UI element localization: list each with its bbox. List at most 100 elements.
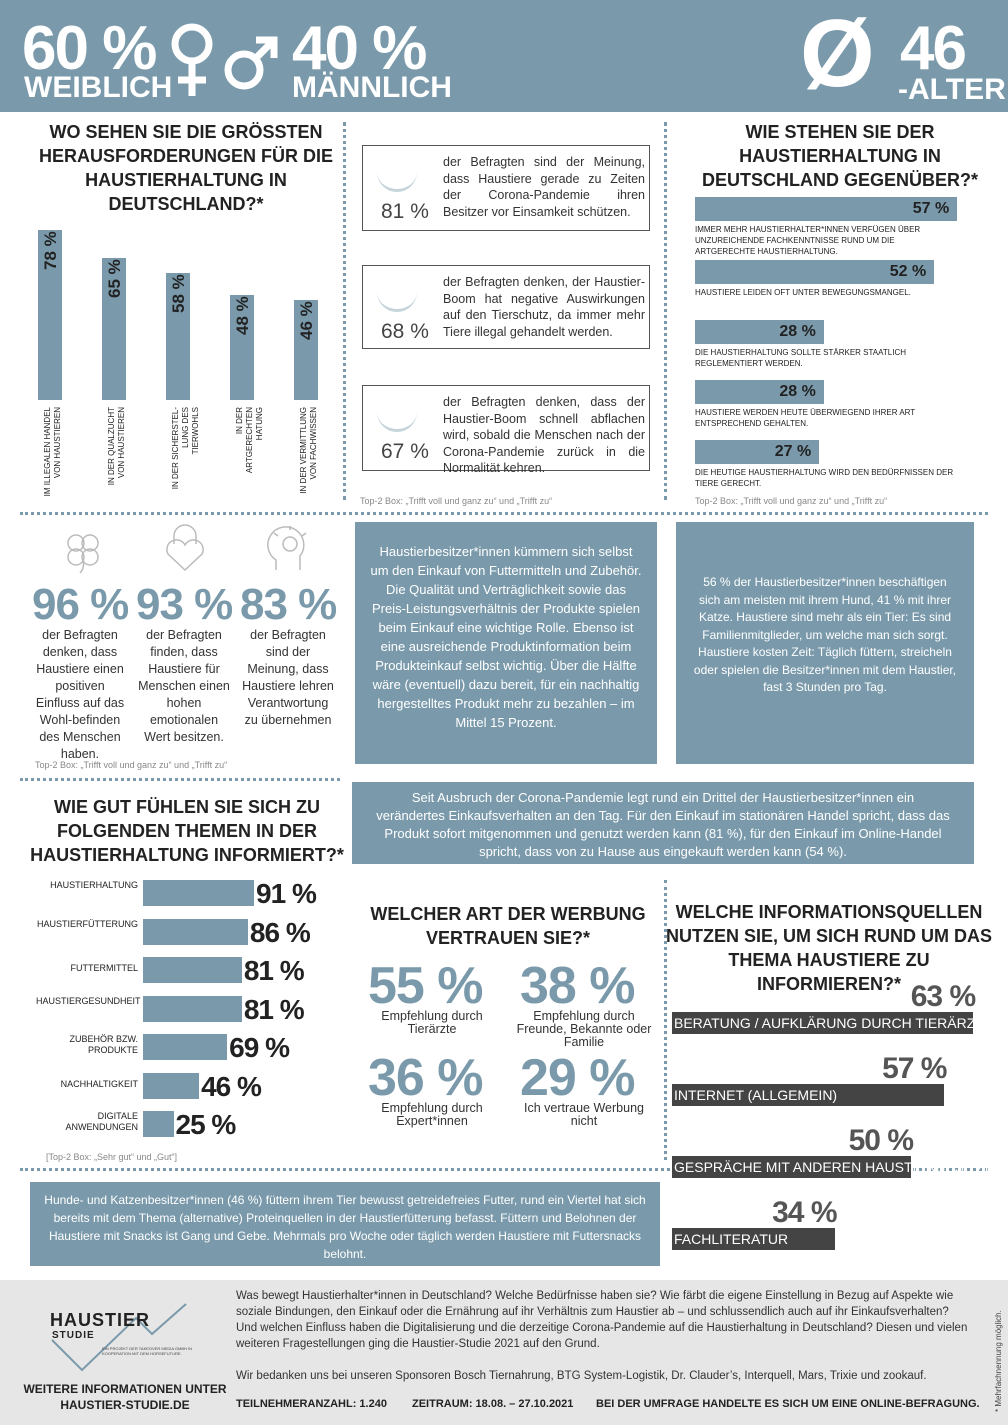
- advertising-pct: 36 %: [368, 1049, 484, 1107]
- informed-note: [Top-2 Box: „Sehr gut“ und „Gut“]: [46, 1152, 178, 1162]
- informed-bar: [143, 918, 248, 945]
- attitude-bar: [695, 440, 820, 464]
- more-info-label: WEITERE INFORMATIONEN UNTER: [23, 1382, 227, 1396]
- about-text: Was bewegt Haustierhalter*innen in Deuts…: [236, 1290, 968, 1350]
- informed-value: 86 %: [249, 916, 311, 948]
- logo-text-line2: STUDIE: [52, 1330, 95, 1341]
- informed-value: 46 %: [201, 1070, 262, 1102]
- challenge-bar: [294, 299, 318, 400]
- informed-label: DIGITALE ANWENDUNGEN: [65, 1111, 138, 1132]
- male-pct: 40 %: [292, 14, 427, 83]
- separator: [664, 880, 667, 1160]
- sources-title: WELCHE INFORMATIONSQUELLEN NUTZEN SIE, U…: [665, 902, 992, 994]
- attitude-label: HAUSTIERE LEIDEN OFT UNTER BEWEGUNGSMANG…: [695, 288, 911, 297]
- hand-icon: [377, 282, 417, 312]
- attitude-label: IMMER MEHR HAUSTIERHALTER*INNEN VERFÜGEN…: [695, 225, 921, 256]
- header-banner: 60 % WEIBLICH 40 % MÄNNLICH Ø 46 -ALTER: [0, 0, 1008, 112]
- separator: [343, 122, 346, 500]
- kpi-pct: 83 %: [240, 580, 337, 629]
- attitude-bar: [695, 380, 824, 404]
- average-age-label: -ALTER: [898, 73, 1006, 106]
- challenge-label: IN DER VERMITTLUNG VON FACHWISSEN: [299, 407, 318, 494]
- online-survey-note: BEI DER UMFRAGE HANDELTE ES SICH UM EINE…: [596, 1398, 980, 1410]
- kpi-text: der Befragten finden, dass Haustiere für…: [138, 628, 230, 744]
- source-bar: [672, 1156, 911, 1178]
- attitude-bar: [695, 260, 935, 284]
- feeding-text-box: Hunde- und Katzenbesitzer*innen (46 %) f…: [30, 1182, 660, 1266]
- source-value: 50 %: [848, 1124, 914, 1157]
- attitude-label: DIE HEUTIGE HAUSTIERHALTUNG WIRD DEN BED…: [695, 468, 954, 488]
- informed-value: 81 %: [243, 955, 305, 986]
- website-link[interactable]: HAUSTIER-STUDIE.DE: [60, 1398, 190, 1412]
- attitude-value: 57 %: [912, 200, 950, 217]
- informed-bar: [143, 995, 242, 1022]
- attitude-value: 52 %: [889, 263, 927, 280]
- source-label: BERATUNG / AUFKLÄRUNG DURCH TIERÄRZTE: [674, 1015, 994, 1031]
- corona-stat-text: der Befragten denken, der Haustier-Boom …: [443, 275, 645, 339]
- challenge-label: IN DER SICHERSTEL-LUNG DES TIERWOHLS: [171, 407, 200, 490]
- attitude-value: 28 %: [779, 383, 816, 400]
- informed-label: ZUBEHÖR BZW. PRODUKTE: [69, 1034, 138, 1055]
- separator: [20, 512, 988, 515]
- informed-bar: [143, 1111, 174, 1137]
- advertising-text: Empfehlung durch Expert*innen: [381, 1101, 483, 1128]
- informed-value: 69 %: [229, 1032, 290, 1063]
- challenge-value: 65 %: [105, 259, 124, 299]
- separator: [20, 778, 340, 781]
- survey-period: ZEITRAUM: 18.08. – 27.10.2021: [412, 1398, 574, 1410]
- attitude-label: DIE HAUSTIERHALTUNG SOLLTE STÄRKER STAAT…: [695, 348, 906, 368]
- advertising-pct: 29 %: [520, 1049, 636, 1107]
- informed-value: 91 %: [256, 878, 317, 909]
- challenge-bar: [166, 273, 190, 400]
- challenge-value: 48 %: [233, 296, 252, 336]
- challenge-bar: [102, 258, 126, 400]
- separator: [664, 122, 667, 500]
- haustier-studie-logo: [51, 1303, 187, 1372]
- source-bar: [672, 1084, 945, 1106]
- logo-small-text: EIN PROJEKT DER TAKEOVER MEDIA GMBH IN K…: [102, 1346, 193, 1356]
- average-age-value: 46: [900, 14, 967, 83]
- advertising-pct: 38 %: [520, 957, 636, 1015]
- advertising-text: Empfehlung durch Tierärzte: [381, 1009, 483, 1036]
- corona-buy-text-box: Seit Ausbruch der Corona-Pandemie legt r…: [352, 782, 974, 864]
- attitude-title: WIE STEHEN SIE DER HAUSTIERHALTUNG IN DE…: [701, 122, 978, 190]
- informed-bar: [143, 880, 255, 906]
- source-bar: [672, 1012, 974, 1034]
- informed-label: NACHHALTIGKEIT: [60, 1078, 138, 1089]
- source-label: INTERNET (ALLGEMEIN): [674, 1087, 838, 1103]
- logo-text-line1: HAUSTIER: [50, 1310, 151, 1330]
- kpi-pct: 96 %: [32, 580, 129, 629]
- informed-value: 25 %: [175, 1109, 237, 1140]
- corona-stat-pct: 67 %: [381, 440, 429, 463]
- kpi-text: der Befragten denken, dass Haustiere ein…: [35, 628, 125, 761]
- purchase-text-box: Haustierbesitzer*innen kümmern sich selb…: [355, 522, 657, 764]
- corona-stat-text: der Befragten sind der Meinung, dass Hau…: [443, 155, 645, 219]
- source-bar: [672, 1228, 835, 1250]
- advertising-text: Empfehlung durch Freunde, Bekannte oder …: [516, 1009, 652, 1049]
- challenge-value: 78 %: [41, 230, 60, 270]
- participants-count: TEILNEHMERANZAHL: 1.240: [236, 1398, 387, 1410]
- attitude-note: Top-2 Box: „Trifft voll und ganz zu“ und…: [695, 496, 888, 506]
- gender-symbols-icon: [171, 23, 278, 96]
- footer: HAUSTIER STUDIE EIN PROJEKT DER TAKEOVER…: [0, 1280, 1008, 1425]
- attitude-bar: [695, 197, 958, 221]
- source-label: GESPRÄCHE MIT ANDEREN HAUSTIERBESITZERN: [674, 1159, 1008, 1175]
- hand-icon: [377, 162, 417, 192]
- hand-icon: [377, 402, 417, 432]
- source-value: 57 %: [882, 1052, 947, 1085]
- corona-stat-box: 68 % der Befragten denken, der Haustier-B…: [362, 265, 650, 349]
- corona-stat-pct: 68 %: [381, 320, 429, 343]
- challenge-value: 46 %: [297, 300, 316, 340]
- female-pct: 60 %: [22, 14, 157, 83]
- attitude-label: HAUSTIERE WERDEN HEUTE ÜBERWIEGEND IHRER…: [695, 408, 916, 428]
- kpi-pct: 93 %: [136, 580, 233, 629]
- multiple-answers-note: * Mehrfachnennung möglich.: [994, 1310, 1003, 1412]
- male-label: MÄNNLICH: [292, 71, 452, 104]
- corona-note: Top-2 Box: „Trifft voll und ganz zu“ und…: [360, 496, 553, 506]
- corona-stat-box: 67 % der Befragten denken, dass der Haust…: [362, 385, 650, 475]
- heart-lock-icon: [166, 524, 204, 572]
- attitude-bar: [695, 320, 824, 344]
- challenge-label: IN DER QUALZUCHT VON HAUSTIEREN: [107, 407, 126, 486]
- informed-label: HAUSTIERGESUNDHEIT: [36, 995, 141, 1006]
- source-label: FACHLITERATUR: [674, 1231, 789, 1247]
